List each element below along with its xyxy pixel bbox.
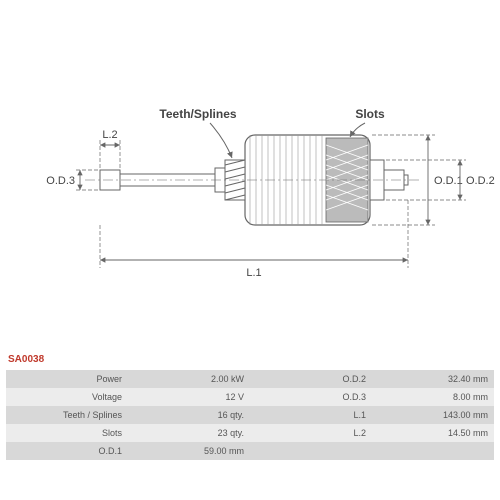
label-slots: Slots [355, 107, 385, 121]
dim-od1: O.D.1 [434, 175, 463, 187]
table-row: Slots23 qty.L.214.50 mm [6, 424, 494, 442]
spec-table: Power2.00 kWO.D.232.40 mmVoltage12 VO.D.… [6, 370, 494, 460]
dim-od2: O.D.2 [466, 175, 495, 187]
table-row: Teeth / Splines16 qty.L.1143.00 mm [6, 406, 494, 424]
armature-diagram: Teeth/Splines Slots L.1 L.2 O.D.3 O.D.1 … [0, 0, 500, 350]
table-row: Voltage12 VO.D.38.00 mm [6, 388, 494, 406]
dim-l2: L.2 [102, 129, 117, 141]
table-row: Power2.00 kWO.D.232.40 mm [6, 370, 494, 388]
dim-l1: L.1 [246, 267, 261, 279]
part-code: SA0038 [8, 354, 44, 365]
dim-od3: O.D.3 [46, 175, 75, 187]
label-teeth-splines: Teeth/Splines [159, 107, 236, 121]
table-row: O.D.159.00 mm [6, 442, 494, 460]
